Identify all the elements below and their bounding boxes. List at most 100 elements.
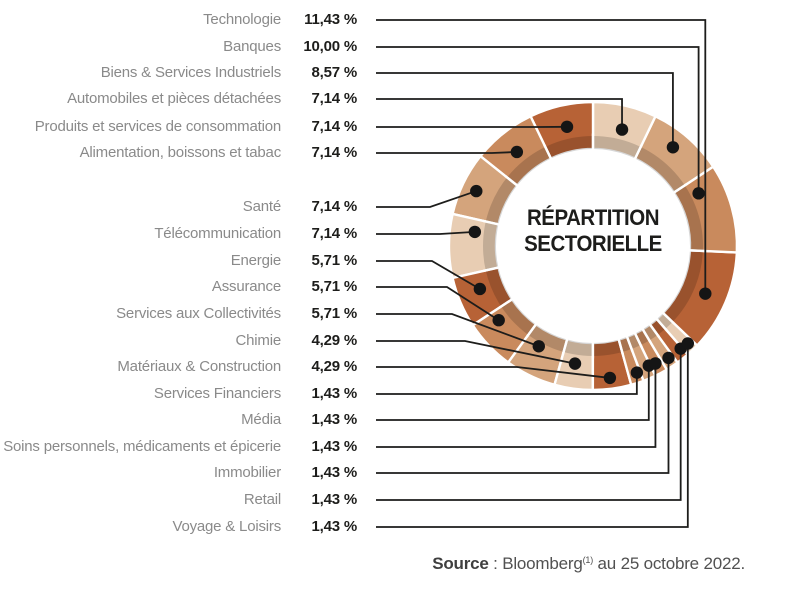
leader-line xyxy=(376,357,670,474)
legend-label: Alimentation, boissons et tabac xyxy=(79,144,282,161)
legend-row: Services Financiers 1,43 % xyxy=(0,384,357,404)
legend-label: Média xyxy=(241,411,281,428)
segment-gap-line xyxy=(616,334,625,355)
leader-dot xyxy=(470,184,483,198)
legend-label: Retail xyxy=(243,491,281,508)
leader-line xyxy=(376,72,674,148)
leader-line xyxy=(376,313,540,348)
legend-label: Automobiles et pièces détachées xyxy=(67,90,281,107)
legend-value: 1,43 % xyxy=(311,438,358,455)
legend-value: 5,71 % xyxy=(311,278,358,295)
legend-row: Retail 1,43 % xyxy=(0,490,357,510)
legend-label: Biens & Services Industriels xyxy=(100,64,282,81)
segment-gap-line xyxy=(483,265,504,273)
legend-label: Assurance xyxy=(211,278,281,295)
legend-value: 8,57 % xyxy=(311,64,358,81)
source-note: Source : Bloomberg(1) au 25 octobre 2022… xyxy=(432,554,745,574)
legend-row: Chimie 4,29 % xyxy=(0,331,358,351)
segment-gap-line xyxy=(483,219,504,227)
segment-gap-line xyxy=(631,144,643,164)
leader-line xyxy=(376,46,700,194)
legend-value: 7,14 % xyxy=(311,144,358,161)
legend-label: Technologie xyxy=(203,11,281,28)
leader-line xyxy=(376,98,623,130)
segment-gap-line xyxy=(652,314,668,332)
segment-gap-line xyxy=(669,183,688,197)
segment-gap-line xyxy=(525,319,540,338)
legend-row: Automobiles et pièces détachées 7,14 % xyxy=(0,89,357,109)
legend-label: Services Financiers xyxy=(153,385,281,402)
legend-value: 7,14 % xyxy=(311,90,358,107)
leader-dot xyxy=(681,337,695,350)
source-footnote-marker: (1) xyxy=(582,555,594,565)
source-date: au 25 octobre 2022. xyxy=(593,554,746,573)
legend-row: Soins personnels, médicaments et épiceri… xyxy=(0,437,357,457)
legend-label: Services aux Collectivités xyxy=(116,305,281,322)
leader-line xyxy=(376,366,611,379)
legend-value: 7,14 % xyxy=(311,225,358,242)
legend-value: 4,29 % xyxy=(311,358,358,375)
legend-value: 1,43 % xyxy=(311,464,358,481)
source-label: Source xyxy=(432,554,489,573)
legend-row: Energie 5,71 % xyxy=(0,251,358,271)
leader-dot xyxy=(615,123,629,136)
segment-gap-line xyxy=(631,328,643,348)
segment-gap-line xyxy=(658,308,676,325)
legend-value: 1,43 % xyxy=(311,518,358,535)
segment-gap-line xyxy=(498,295,517,309)
leader-dot xyxy=(666,141,680,154)
leader-dot xyxy=(630,366,644,379)
leader-dot xyxy=(692,187,705,200)
leader-line xyxy=(376,286,500,321)
legend-row: Technologie 11,43 % xyxy=(0,10,357,30)
chart-title-line-1: RÉPARTITION xyxy=(526,205,660,230)
leader-line xyxy=(376,343,689,528)
legend-row: Immobilier 1,43 % xyxy=(0,463,357,483)
legend-row: Biens & Services Industriels 8,57 % xyxy=(0,63,358,83)
legend-label: Santé xyxy=(242,198,281,215)
legend-label: Matériaux & Construction xyxy=(117,358,281,375)
leader-line xyxy=(376,19,707,294)
leader-line xyxy=(376,190,477,208)
legend-row: Assurance 5,71 % xyxy=(0,277,357,297)
leader-dot xyxy=(699,287,712,300)
donut-segment xyxy=(633,114,715,195)
legend-label: Energie xyxy=(230,252,282,269)
leader-dot xyxy=(532,340,545,353)
segment-gap-line xyxy=(639,324,652,344)
leader-line xyxy=(376,260,481,290)
leader-line xyxy=(376,231,475,235)
legend-row: Produits et services de consommation 7,14… xyxy=(0,117,357,137)
leader-dot xyxy=(649,357,662,370)
leader-dot xyxy=(662,351,675,365)
legend-label: Immobilier xyxy=(213,464,281,481)
chart-title: RÉPARTITION SECTORIELLE xyxy=(481,205,704,257)
leader-line xyxy=(376,348,682,501)
legend-value: 11,43 % xyxy=(304,11,357,28)
legend-value: 1,43 % xyxy=(311,411,358,428)
legend-row: Banques 10,00 % xyxy=(0,37,357,57)
donut-segment xyxy=(451,154,519,226)
donut-segment xyxy=(528,100,595,161)
leader-dot xyxy=(560,120,574,134)
legend-row: Services aux Collectivités 5,71 % xyxy=(0,304,357,324)
leader-line xyxy=(376,340,576,365)
leader-line xyxy=(376,372,638,395)
legend-row: Voyage & Loisirs 1,43 % xyxy=(0,517,357,537)
leader-dot xyxy=(492,314,505,327)
legend-value: 10,00 % xyxy=(303,38,357,55)
leader-line xyxy=(376,151,517,154)
legend-label: Voyage & Loisirs xyxy=(172,518,281,535)
donut-segment xyxy=(471,297,538,365)
legend-row: Télécommunication 7,14 % xyxy=(0,224,357,244)
legend-value: 1,43 % xyxy=(311,385,358,402)
chart-title-line-2: SECTORIELLE xyxy=(524,231,662,256)
legend-value: 5,71 % xyxy=(311,305,358,322)
legend-row: Santé 7,14 % xyxy=(0,197,357,217)
source-text: Bloomberg xyxy=(502,554,583,573)
legend-row: Alimentation, boissons et tabac 7,14 % xyxy=(0,143,358,163)
segment-gap-line xyxy=(684,248,706,253)
leader-dot xyxy=(568,357,582,370)
